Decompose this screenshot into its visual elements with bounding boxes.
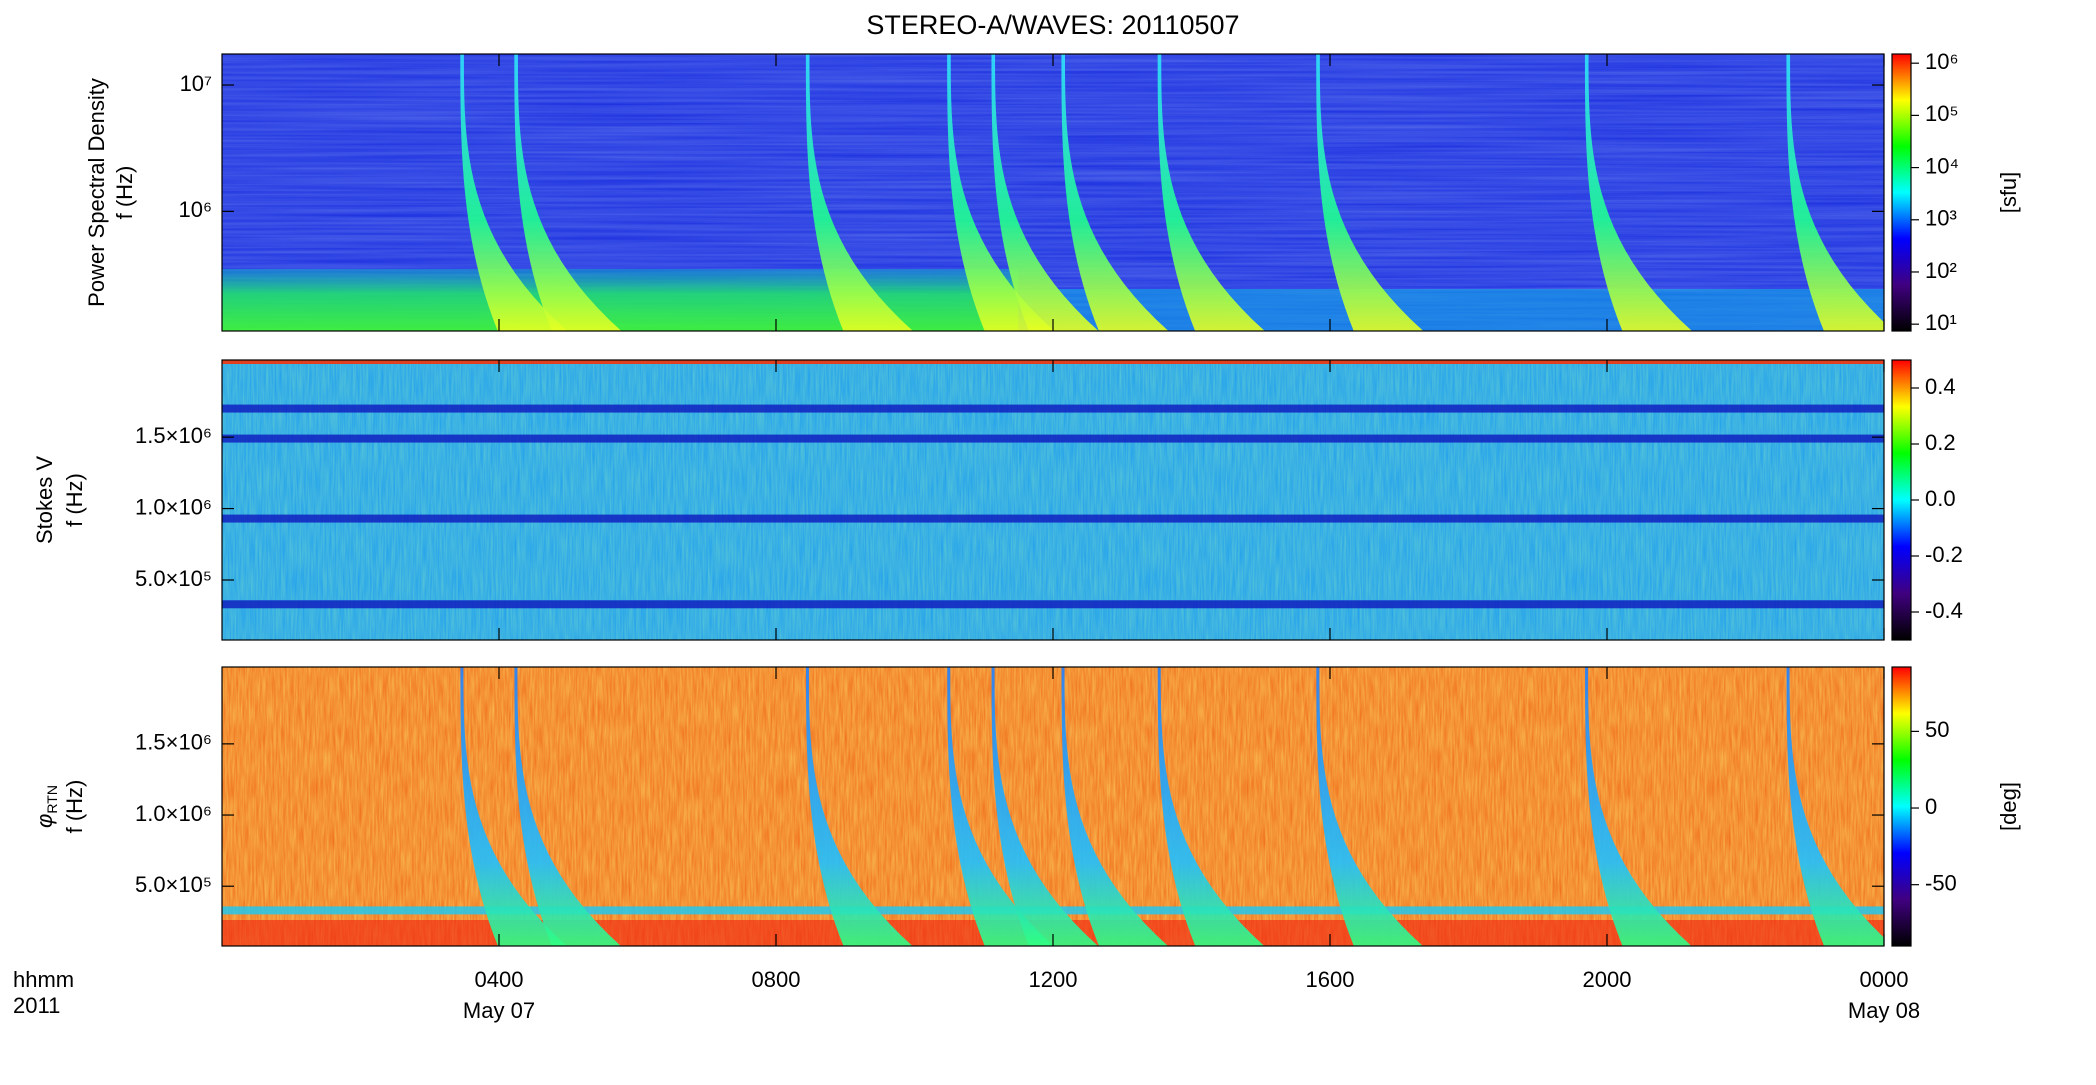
y-tick-label: 1.0×10⁶ bbox=[135, 801, 212, 826]
burst bbox=[1786, 54, 1884, 331]
y-tick-label: 10⁷ bbox=[180, 71, 212, 96]
burst bbox=[1061, 667, 1168, 946]
colorbar-tick-label: -0.4 bbox=[1925, 598, 1963, 623]
y-tick-label: 5.0×10⁵ bbox=[135, 872, 212, 897]
burst bbox=[460, 54, 568, 331]
y-tick-label: 5.0×10⁵ bbox=[135, 566, 212, 591]
panel: 5.0×10⁵ 1.0×10⁶ 1.5×10⁶ 0400 0800 1200 1600 200… bbox=[13, 666, 2021, 1023]
colorbar-tick-label: 10¹ bbox=[1925, 310, 1957, 335]
y-axis-label-sub: RTN bbox=[44, 785, 60, 814]
burst bbox=[514, 54, 622, 331]
burst bbox=[1157, 667, 1265, 946]
colorbar-tick-label: -50 bbox=[1925, 870, 1957, 895]
chart-title: STEREO-A/WAVES: 20110507 bbox=[866, 10, 1239, 40]
colorbar-tick-label: 0.0 bbox=[1925, 486, 1956, 511]
burst bbox=[805, 667, 913, 946]
y-tick-label: 1.0×10⁶ bbox=[135, 494, 212, 519]
y-axis-label: Power Spectral Density bbox=[84, 78, 109, 307]
x-tick-label: 0400 bbox=[475, 967, 524, 992]
x-tick-label: 1600 bbox=[1306, 967, 1355, 992]
y-axis-label: f (Hz) bbox=[62, 473, 87, 527]
heatmap-noise bbox=[222, 360, 1884, 640]
colorbar-label: [sfu] bbox=[1996, 172, 2021, 214]
y-axis-label: Stokes V bbox=[32, 456, 57, 544]
y-axis-label: f (Hz) bbox=[112, 166, 137, 220]
burst bbox=[460, 667, 567, 946]
heatmap bbox=[222, 54, 1884, 331]
colorbar-tick-label: 0.4 bbox=[1925, 374, 1956, 399]
y-axis-label: φRTN bbox=[32, 785, 60, 828]
burst bbox=[1584, 54, 1693, 331]
colorbar-tick-label: 10⁶ bbox=[1925, 49, 1959, 74]
band bbox=[222, 514, 1884, 523]
burst bbox=[1585, 667, 1692, 946]
burst bbox=[1316, 667, 1423, 946]
burst bbox=[805, 54, 913, 331]
burst bbox=[1061, 54, 1169, 331]
burst bbox=[991, 667, 1099, 946]
band bbox=[222, 434, 1884, 443]
band bbox=[222, 600, 1884, 609]
burst bbox=[1157, 54, 1265, 331]
colorbar bbox=[1891, 53, 1912, 332]
burst bbox=[1316, 54, 1424, 331]
x-tick-label: 1200 bbox=[1029, 967, 1078, 992]
x-corner-label: 2011 bbox=[13, 993, 60, 1018]
colorbar-tick-label: 50 bbox=[1925, 717, 1949, 742]
colorbar-tick-label: 0 bbox=[1925, 794, 1937, 819]
burst bbox=[514, 667, 621, 946]
burst bbox=[947, 667, 1054, 946]
heatmap bbox=[222, 667, 1884, 946]
colorbar-tick-label: -0.2 bbox=[1925, 542, 1963, 567]
x-corner-label: hhmm bbox=[13, 967, 74, 992]
burst bbox=[947, 54, 1055, 331]
y-tick-label: 10⁶ bbox=[178, 197, 212, 222]
colorbar bbox=[1891, 666, 1912, 947]
low-band bbox=[1018, 288, 1884, 331]
colorbar-tick-label: 10⁴ bbox=[1925, 153, 1959, 178]
colorbar bbox=[1891, 359, 1912, 641]
x-tick-label: 0000 bbox=[1860, 967, 1909, 992]
x-date-label: May 07 bbox=[463, 998, 535, 1023]
colorbar-tick-label: 10³ bbox=[1925, 206, 1957, 231]
colorbar-label: [deg] bbox=[1996, 782, 2021, 831]
x-tick-label: 0800 bbox=[752, 967, 801, 992]
heatmap bbox=[222, 360, 1884, 640]
colorbar-tick-label: 10² bbox=[1925, 258, 1957, 283]
burst bbox=[1786, 667, 1884, 946]
y-tick-label: 1.5×10⁶ bbox=[135, 423, 212, 448]
band bbox=[222, 404, 1884, 413]
y-tick-label: 1.5×10⁶ bbox=[135, 730, 212, 755]
x-date-label: May 08 bbox=[1848, 998, 1920, 1023]
burst bbox=[991, 54, 1099, 331]
colorbar-tick-label: 0.2 bbox=[1925, 430, 1956, 455]
y-axis-label: f (Hz) bbox=[62, 780, 87, 834]
x-tick-label: 2000 bbox=[1583, 967, 1632, 992]
colorbar-tick-label: 10⁵ bbox=[1925, 101, 1959, 126]
panel: 10⁶ 10⁷ STEREO-A/WAVES: 20110507 Power Spec… bbox=[84, 10, 2021, 335]
